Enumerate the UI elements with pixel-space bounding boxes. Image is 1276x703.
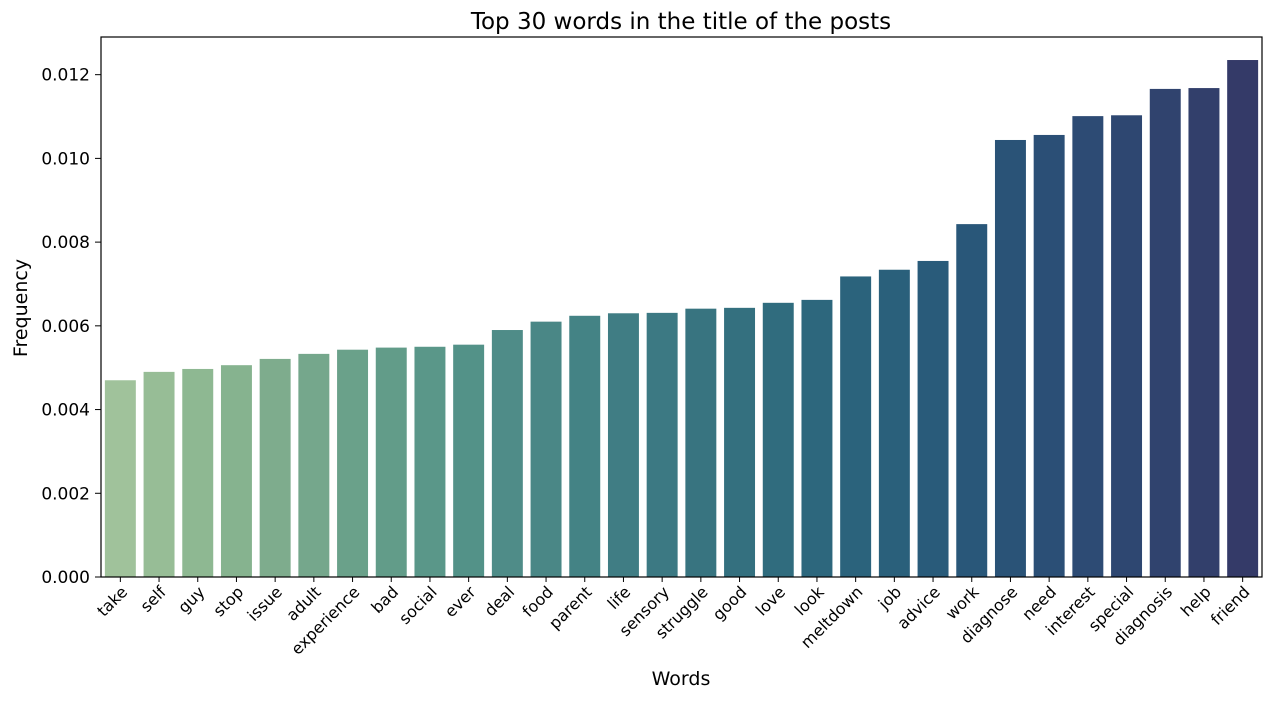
bar-work (956, 224, 988, 577)
y-tick-label: 0.002 (41, 484, 90, 504)
chart-title: Top 30 words in the title of the posts (470, 9, 891, 35)
x-tick-label: good (709, 582, 751, 624)
y-tick-label: 0.004 (41, 401, 90, 421)
bar-parent (569, 315, 601, 577)
bar-meltdown (840, 276, 872, 577)
x-tick-label: issue (243, 582, 286, 625)
bar-life (607, 313, 639, 577)
bar-food (530, 321, 562, 577)
bar-advice (917, 260, 949, 577)
x-tick-label: guy (174, 582, 208, 616)
bar-look (801, 299, 833, 577)
bar-diagnosis (1149, 88, 1181, 577)
y-tick-label: 0.012 (41, 66, 90, 86)
bar-issue (259, 358, 291, 577)
y-tick-label: 0.000 (41, 568, 90, 588)
bar-diagnose (994, 139, 1026, 578)
bar-help (1188, 88, 1220, 577)
bar-sensory (646, 312, 678, 577)
x-tick-label: job (874, 582, 905, 613)
bar-bad (375, 347, 407, 577)
bar-love (762, 302, 794, 577)
x-tick-label: life (604, 582, 635, 613)
bar-take (104, 380, 136, 577)
bar-job (878, 269, 910, 577)
bars-group (104, 60, 1259, 578)
x-tick-label: advice (893, 582, 944, 633)
plot-frame (100, 36, 1263, 578)
x-tick-label: social (395, 582, 441, 628)
bar-interest (1072, 116, 1104, 578)
x-tick-label: love (752, 582, 789, 619)
bar-friend (1227, 60, 1259, 577)
bar-adult (298, 353, 330, 577)
x-tick-label: stop (209, 582, 247, 620)
bar-struggle (685, 308, 717, 577)
x-tick-label: friend (1207, 582, 1254, 629)
bar-special (1111, 115, 1143, 577)
y-tick-label: 0.008 (41, 233, 90, 253)
x-tick-label: parent (545, 582, 596, 633)
x-tick-label: ever (441, 582, 480, 621)
x-tick-label: self (136, 582, 170, 616)
bar-experience (337, 349, 369, 577)
y-tick-label: 0.010 (41, 149, 90, 169)
bar-stop (220, 365, 252, 577)
y-axis: 0.000 0.002 0.004 0.006 0.008 0.010 0.012 (41, 66, 101, 588)
y-axis-label: Frequency (10, 259, 32, 357)
bar-deal (491, 330, 523, 577)
bar-good (724, 307, 756, 577)
x-tick-label: take (93, 582, 131, 620)
y-tick-label: 0.006 (41, 317, 90, 337)
bar-need (1033, 134, 1065, 577)
bar-ever (453, 344, 485, 577)
bar-self (143, 371, 175, 577)
bar-guy (182, 368, 214, 577)
bar-social (414, 346, 446, 577)
x-axis-label: Words (652, 668, 711, 690)
x-tick-label: deal (481, 582, 519, 620)
